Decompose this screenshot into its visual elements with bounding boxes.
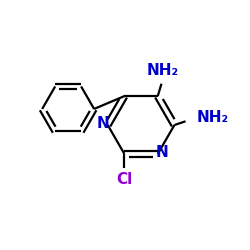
- Text: NH₂: NH₂: [147, 62, 179, 78]
- Text: Cl: Cl: [116, 172, 132, 188]
- Text: NH₂: NH₂: [197, 110, 229, 125]
- Text: N: N: [156, 145, 168, 160]
- Text: N: N: [97, 116, 110, 131]
